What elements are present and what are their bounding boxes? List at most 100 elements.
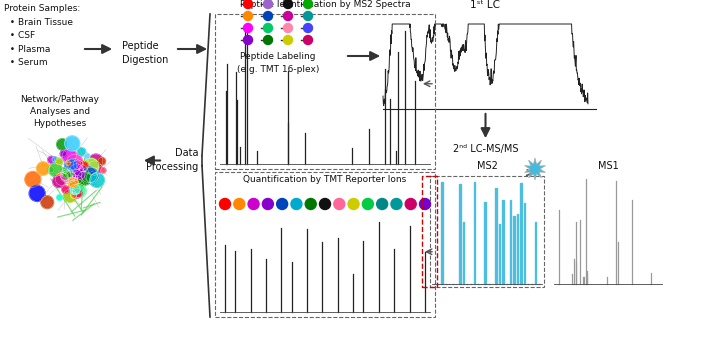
Circle shape xyxy=(303,0,312,8)
Circle shape xyxy=(84,167,100,182)
Circle shape xyxy=(74,176,82,184)
Circle shape xyxy=(61,171,72,182)
Circle shape xyxy=(72,188,82,198)
Text: MS2: MS2 xyxy=(477,161,498,171)
Text: Protein Samples:
  • Brain Tissue
  • CSF
  • Plasma
  • Serum: Protein Samples: • Brain Tissue • CSF • … xyxy=(4,4,80,67)
Circle shape xyxy=(73,160,83,170)
Circle shape xyxy=(62,149,77,163)
Circle shape xyxy=(65,161,70,165)
Circle shape xyxy=(57,139,68,150)
Circle shape xyxy=(65,136,80,151)
Circle shape xyxy=(220,199,230,210)
Circle shape xyxy=(277,199,288,210)
Circle shape xyxy=(25,172,41,187)
Circle shape xyxy=(405,199,416,210)
Circle shape xyxy=(303,23,312,33)
Text: Peptide Labeling
(e.g. TMT 16-plex): Peptide Labeling (e.g. TMT 16-plex) xyxy=(237,52,319,74)
Bar xyxy=(215,172,435,317)
Circle shape xyxy=(29,185,45,201)
Circle shape xyxy=(319,199,331,210)
Text: MS1: MS1 xyxy=(597,161,618,171)
Circle shape xyxy=(244,12,253,20)
Text: Data
Processing: Data Processing xyxy=(146,148,198,173)
Bar xyxy=(215,14,435,169)
Circle shape xyxy=(62,167,68,173)
Circle shape xyxy=(244,36,253,44)
Circle shape xyxy=(48,167,54,173)
Circle shape xyxy=(41,196,53,208)
Circle shape xyxy=(69,164,84,178)
Circle shape xyxy=(66,170,73,178)
Circle shape xyxy=(90,173,105,187)
Circle shape xyxy=(362,199,373,210)
Circle shape xyxy=(391,199,402,210)
Circle shape xyxy=(65,159,77,171)
Circle shape xyxy=(81,167,97,183)
Circle shape xyxy=(234,199,245,210)
Circle shape xyxy=(83,158,99,174)
Circle shape xyxy=(348,199,359,210)
Circle shape xyxy=(303,12,312,20)
Circle shape xyxy=(77,171,91,185)
Circle shape xyxy=(71,192,77,199)
Circle shape xyxy=(263,23,272,33)
Circle shape xyxy=(377,199,388,210)
Circle shape xyxy=(333,199,345,210)
Text: Peptide Identification by MS2 Spectra: Peptide Identification by MS2 Spectra xyxy=(239,0,410,9)
Circle shape xyxy=(69,179,84,194)
Bar xyxy=(422,176,437,287)
Circle shape xyxy=(60,169,71,180)
Circle shape xyxy=(57,195,62,200)
Bar xyxy=(430,176,544,287)
Circle shape xyxy=(98,157,105,165)
Circle shape xyxy=(89,154,103,168)
Circle shape xyxy=(78,161,88,172)
Circle shape xyxy=(284,12,293,20)
Circle shape xyxy=(48,156,55,163)
Circle shape xyxy=(284,23,293,33)
Circle shape xyxy=(75,169,86,179)
Text: Peptide
Digestion: Peptide Digestion xyxy=(122,41,168,65)
Circle shape xyxy=(62,170,76,183)
Circle shape xyxy=(53,175,65,187)
Circle shape xyxy=(244,0,253,8)
Circle shape xyxy=(37,162,50,175)
Polygon shape xyxy=(524,158,545,180)
Circle shape xyxy=(63,189,77,202)
Circle shape xyxy=(263,199,273,210)
Circle shape xyxy=(263,36,272,44)
Circle shape xyxy=(291,199,302,210)
Circle shape xyxy=(88,161,102,175)
Text: 1ˢᵗ LC: 1ˢᵗ LC xyxy=(470,0,501,10)
Text: Network/Pathway
Analyses and
Hypotheses: Network/Pathway Analyses and Hypotheses xyxy=(20,95,100,127)
Text: Quantification by TMT Reporter Ions: Quantification by TMT Reporter Ions xyxy=(244,175,406,184)
Circle shape xyxy=(70,184,80,195)
Circle shape xyxy=(67,154,83,170)
Circle shape xyxy=(61,174,69,181)
Circle shape xyxy=(78,148,86,156)
Circle shape xyxy=(244,23,253,33)
Circle shape xyxy=(263,0,272,8)
Circle shape xyxy=(67,158,81,173)
Circle shape xyxy=(284,0,293,8)
Circle shape xyxy=(55,173,68,185)
Circle shape xyxy=(84,153,90,159)
Circle shape xyxy=(48,163,62,177)
Circle shape xyxy=(55,158,62,165)
Circle shape xyxy=(303,36,312,44)
Circle shape xyxy=(68,178,78,187)
Circle shape xyxy=(263,12,272,20)
Circle shape xyxy=(52,157,58,162)
Circle shape xyxy=(100,168,106,173)
Circle shape xyxy=(72,184,86,198)
Circle shape xyxy=(86,172,98,184)
Text: 2ⁿᵈ LC-MS/MS: 2ⁿᵈ LC-MS/MS xyxy=(453,144,518,154)
Circle shape xyxy=(284,36,293,44)
Circle shape xyxy=(420,199,430,210)
Circle shape xyxy=(60,151,67,157)
Circle shape xyxy=(79,165,86,172)
Circle shape xyxy=(62,168,73,178)
Circle shape xyxy=(72,175,78,181)
Circle shape xyxy=(62,186,69,193)
Circle shape xyxy=(305,199,316,210)
